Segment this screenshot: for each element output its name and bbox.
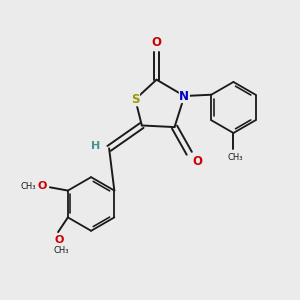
Text: CH₃: CH₃	[227, 153, 243, 162]
Text: CH₃: CH₃	[54, 246, 69, 255]
Text: O: O	[152, 36, 161, 49]
Text: N: N	[179, 89, 189, 103]
Text: H: H	[91, 141, 100, 151]
Text: O: O	[192, 155, 202, 168]
Text: CH₃: CH₃	[21, 182, 36, 191]
Text: O: O	[38, 181, 47, 191]
Text: S: S	[131, 93, 140, 106]
Text: O: O	[54, 235, 63, 245]
